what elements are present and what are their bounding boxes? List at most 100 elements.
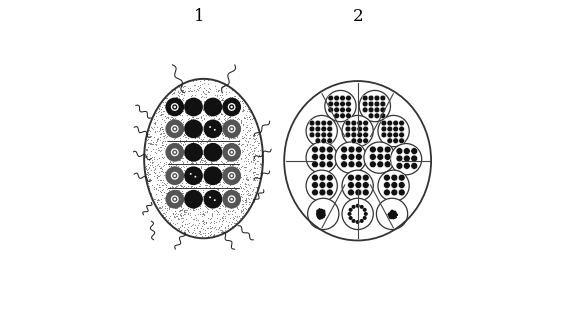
Point [160,155,169,160]
Point [173,211,182,216]
Point [166,97,175,102]
Point [174,109,183,114]
Circle shape [334,95,339,101]
Point [162,134,171,139]
Point [167,102,177,107]
Point [234,102,243,107]
Point [203,206,212,211]
Point [173,153,182,158]
Point [191,143,200,149]
Point [248,189,257,194]
Point [228,135,237,140]
Point [156,106,166,111]
Point [237,118,246,123]
Point [232,176,241,181]
Point [226,190,235,195]
Point [179,131,189,136]
Point [168,117,178,122]
Point [225,96,234,101]
Point [226,203,236,208]
Circle shape [368,113,374,119]
Point [196,145,205,150]
Point [196,139,205,144]
Point [236,176,245,181]
Point [219,215,228,220]
Point [179,103,188,108]
Point [157,145,166,150]
Point [218,230,228,236]
Point [187,121,196,126]
Circle shape [384,146,391,153]
Point [170,189,179,194]
Point [177,172,186,177]
Point [153,178,163,183]
Point [157,207,167,212]
Point [223,151,233,156]
Point [205,123,214,128]
Point [222,159,232,164]
Point [241,173,251,178]
Point [223,186,232,191]
Point [190,88,199,93]
Point [222,83,232,88]
Point [197,151,206,156]
Point [171,192,180,197]
Point [166,98,175,103]
Point [191,184,200,189]
Circle shape [376,198,408,230]
Point [174,198,184,203]
Point [256,137,265,142]
Point [196,158,205,163]
Point [160,99,170,104]
Point [185,174,194,179]
Point [258,160,267,165]
Point [169,90,178,95]
Point [176,88,185,93]
Point [233,162,243,167]
Point [173,102,182,107]
Circle shape [222,166,241,185]
Point [199,227,208,232]
Point [141,147,150,152]
Point [202,182,211,187]
Point [192,165,201,170]
Point [199,201,208,206]
Point [182,184,191,189]
Point [152,142,161,147]
Point [237,195,246,200]
Point [155,205,164,210]
Point [143,173,152,178]
Point [200,86,209,91]
Point [167,117,177,122]
Point [155,185,164,190]
Point [240,138,250,143]
Point [166,160,175,165]
Point [168,100,178,105]
Point [206,182,215,187]
Point [228,181,237,187]
Point [243,142,252,147]
Point [233,148,242,153]
Point [217,202,226,207]
Circle shape [184,120,203,138]
Point [229,109,238,114]
Point [218,184,227,189]
Point [187,193,196,198]
Point [190,223,200,228]
Point [250,149,259,154]
Point [146,124,156,129]
Point [224,115,233,120]
Point [204,138,214,143]
Point [159,130,168,135]
Point [200,204,209,209]
Point [243,138,252,143]
Point [221,214,230,219]
Point [244,189,253,194]
Circle shape [327,120,332,126]
Circle shape [325,90,356,122]
Circle shape [355,181,362,188]
Circle shape [369,146,376,153]
Point [175,183,185,188]
Point [239,146,248,151]
Point [152,172,161,177]
